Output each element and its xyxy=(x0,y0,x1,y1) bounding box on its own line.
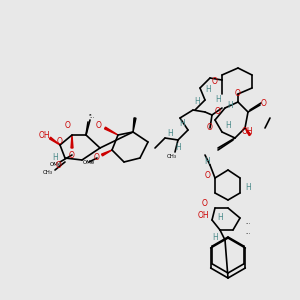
Text: O: O xyxy=(69,151,75,160)
Polygon shape xyxy=(104,127,118,135)
Polygon shape xyxy=(71,135,73,148)
Text: H: H xyxy=(179,118,185,127)
Text: H: H xyxy=(205,85,211,94)
Polygon shape xyxy=(102,150,112,156)
Text: O: O xyxy=(212,77,218,86)
Text: O: O xyxy=(94,154,100,163)
Text: ...: ... xyxy=(245,230,250,235)
Text: O: O xyxy=(205,170,211,179)
Text: O: O xyxy=(65,122,71,130)
Text: H: H xyxy=(245,184,251,193)
Text: O: O xyxy=(207,124,213,133)
Text: O: O xyxy=(235,89,241,98)
Polygon shape xyxy=(133,118,136,132)
Text: OH: OH xyxy=(197,211,209,220)
Text: H: H xyxy=(212,233,218,242)
Text: OH: OH xyxy=(241,128,253,136)
Text: O: O xyxy=(57,137,63,146)
Text: O: O xyxy=(215,107,221,116)
Text: O: O xyxy=(202,199,208,208)
Text: CH₃: CH₃ xyxy=(167,154,177,158)
Text: H: H xyxy=(52,154,58,163)
Text: CH₃: CH₃ xyxy=(43,170,53,175)
Polygon shape xyxy=(50,137,60,145)
Text: '': '' xyxy=(88,113,92,119)
Text: O: O xyxy=(261,98,267,107)
Text: OMe: OMe xyxy=(50,163,62,167)
Text: H: H xyxy=(204,158,210,166)
Text: OH: OH xyxy=(38,130,50,140)
Text: H: H xyxy=(215,95,221,104)
Text: ...: ... xyxy=(245,220,250,224)
Text: H: H xyxy=(167,128,173,137)
Text: ...: ... xyxy=(89,115,94,119)
Text: H: H xyxy=(225,121,231,130)
Text: O: O xyxy=(96,121,102,130)
Text: H: H xyxy=(217,214,223,223)
Text: O: O xyxy=(56,160,62,169)
Text: H: H xyxy=(175,143,181,152)
Text: OMe: OMe xyxy=(83,160,95,164)
Polygon shape xyxy=(245,128,251,136)
Text: H: H xyxy=(194,98,200,106)
Text: H: H xyxy=(227,100,233,109)
